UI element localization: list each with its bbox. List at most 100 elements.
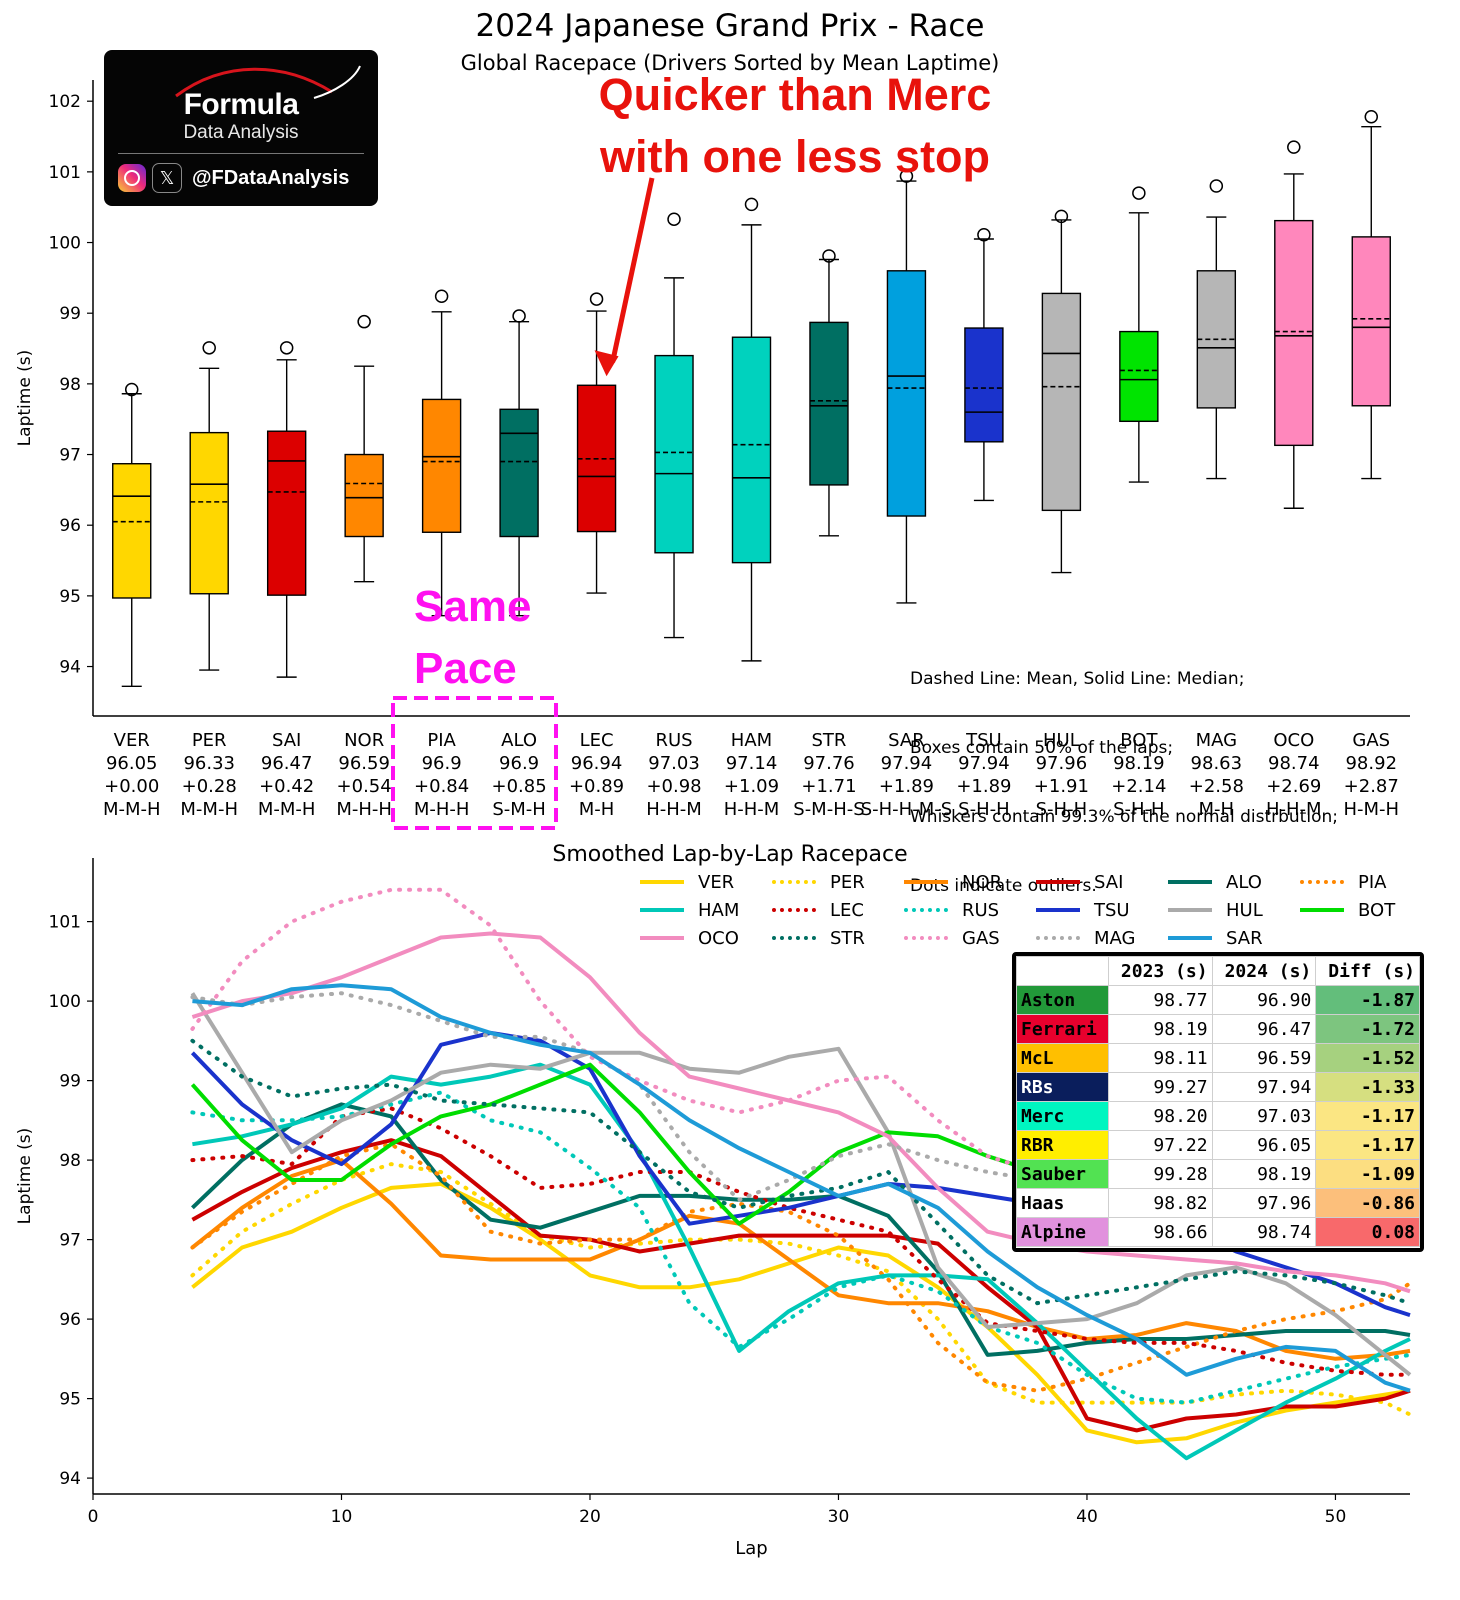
legend-swatch [772,936,816,940]
x-tick-label: +2.58 [1189,776,1244,797]
x-tick-label: TSU [965,730,1002,751]
logo-sub-text: Data Analysis [183,122,299,143]
team-name-cell: Aston [1016,985,1109,1015]
legend-swatch [904,936,948,940]
legend-label: ALO [1226,871,1262,893]
series-line-oco [191,931,1411,1294]
table-header-cell: 2024 (s) [1211,956,1317,986]
x-tick-label: M-H [1199,799,1235,820]
legend-label: PER [830,871,865,893]
x-tick-label: BOT [1120,730,1158,751]
annotation-arrow-line [610,177,655,363]
y-tick-label: 96 [59,1310,81,1330]
legend-swatch [1036,880,1080,884]
legend-item: VER [640,868,772,896]
diff-cell: -1.87 [1315,985,1420,1015]
logo-brand-text: Formula [183,88,299,121]
x-tick-label: 98.63 [1191,753,1243,774]
series-line-mag [190,991,1412,1242]
lap-2024-cell: 96.47 [1211,1014,1317,1044]
box-str [809,321,849,486]
box-sai [266,430,307,596]
y-tick-label: 95 [59,587,81,607]
x-tick-label: H-H-M [1266,799,1322,820]
diff-cell: -1.17 [1315,1101,1420,1131]
x-tick-label: 97.96 [1036,753,1088,774]
y-tick-label: 101 [49,163,81,183]
chart-title: 2024 Japanese Grand Prix - Race [475,8,985,44]
outlier-point [512,309,526,323]
x-tick-label: 96.33 [183,753,235,774]
legend-item: GAS [904,924,1036,952]
x-tick-label: M-H-H [336,799,392,820]
legend-label: SAI [1094,871,1124,893]
x-tick-label: +0.28 [182,776,237,797]
x-tick-label: S-H-H [1036,799,1088,820]
x-tick-label: 10 [331,1507,353,1527]
outlier-point [1132,186,1146,200]
series-line-str [190,1038,1412,1306]
lap-2023-cell: 98.82 [1107,1188,1213,1218]
annotation-red-line1: Quicker than Merc [598,69,992,120]
legend-swatch [772,908,816,912]
team-name-cell: Sauber [1016,1159,1109,1189]
box-hul [1041,292,1082,512]
outlier-point [744,197,759,212]
x-tick-label: +2.87 [1344,776,1399,797]
x-tick-label: H-H-M [724,799,780,820]
note-line: Whiskers contain 99.3% of the normal dis… [910,807,1338,827]
x-tick-label: LEC [580,730,614,751]
legend-label: NOR [962,871,1003,893]
legend-label: HAM [698,899,740,921]
x-tick-label: SAR [888,730,925,751]
x-tick-label: 97.76 [803,753,855,774]
x-tick-label: OCO [1273,730,1314,751]
legend-label: SAR [1226,927,1263,949]
x-tick-label: M-H-H [414,799,470,820]
table-header-cell: 2023 (s) [1107,956,1213,986]
x-tick-label: 50 [1325,1507,1347,1527]
legend-label: OCO [698,927,739,949]
diff-cell: -1.17 [1315,1130,1420,1160]
x-tick-label: HAM [731,730,772,751]
x-tick-label: H-M-H [1343,799,1399,820]
x-tick-label: +1.09 [724,776,779,797]
y-tick-label: 98 [59,375,81,395]
y-tick-label: 98 [59,1151,81,1171]
y-tick-label: 97 [59,1231,81,1251]
x-tick-label: S-M-H-S [793,799,864,820]
lap-2024-cell: 97.96 [1211,1188,1317,1218]
x-tick-label: +2.14 [1111,776,1166,797]
lap-2023-cell: 98.77 [1107,985,1213,1015]
x-tick-label: +0.98 [646,776,701,797]
x-tick-label: S-H-H [1113,799,1165,820]
lap-2023-cell: 99.27 [1107,1072,1213,1102]
x-tick-label: 96.47 [261,753,313,774]
formula-data-analysis-logo: Formula Data Analysis 𝕏 @FDataAnalysis [104,50,378,206]
x-tick-label: PIA [427,730,456,751]
x-tick-label: 97.03 [648,753,700,774]
legend-label: HUL [1226,899,1263,921]
outlier-point [589,292,604,306]
diff-cell: -1.72 [1315,1014,1420,1044]
table-header-cell [1016,956,1109,986]
legend-label: GAS [962,927,1000,949]
legend-item: HUL [1168,896,1300,924]
x-tick-label: +0.89 [569,776,624,797]
swoosh-logo-icon [175,65,361,99]
x-icon: 𝕏 [152,163,182,193]
annotation-red-line2: with one less stop [599,131,991,182]
legend-swatch [1036,908,1080,912]
x-tick-label: 96.9 [499,753,539,774]
x-tick-label: 97.94 [881,753,933,774]
series-line-ver [191,1181,1411,1445]
x-tick-label: +0.00 [104,776,159,797]
lap-2023-cell: 98.66 [1107,1217,1213,1247]
legend-label: BOT [1358,899,1396,921]
outlier-point [977,228,991,242]
x-tick-label: H-H-M [646,799,702,820]
x-tick-label: MAG [1196,730,1237,751]
legend-label: TSU [1094,899,1130,921]
x-tick-label: +1.89 [956,776,1011,797]
